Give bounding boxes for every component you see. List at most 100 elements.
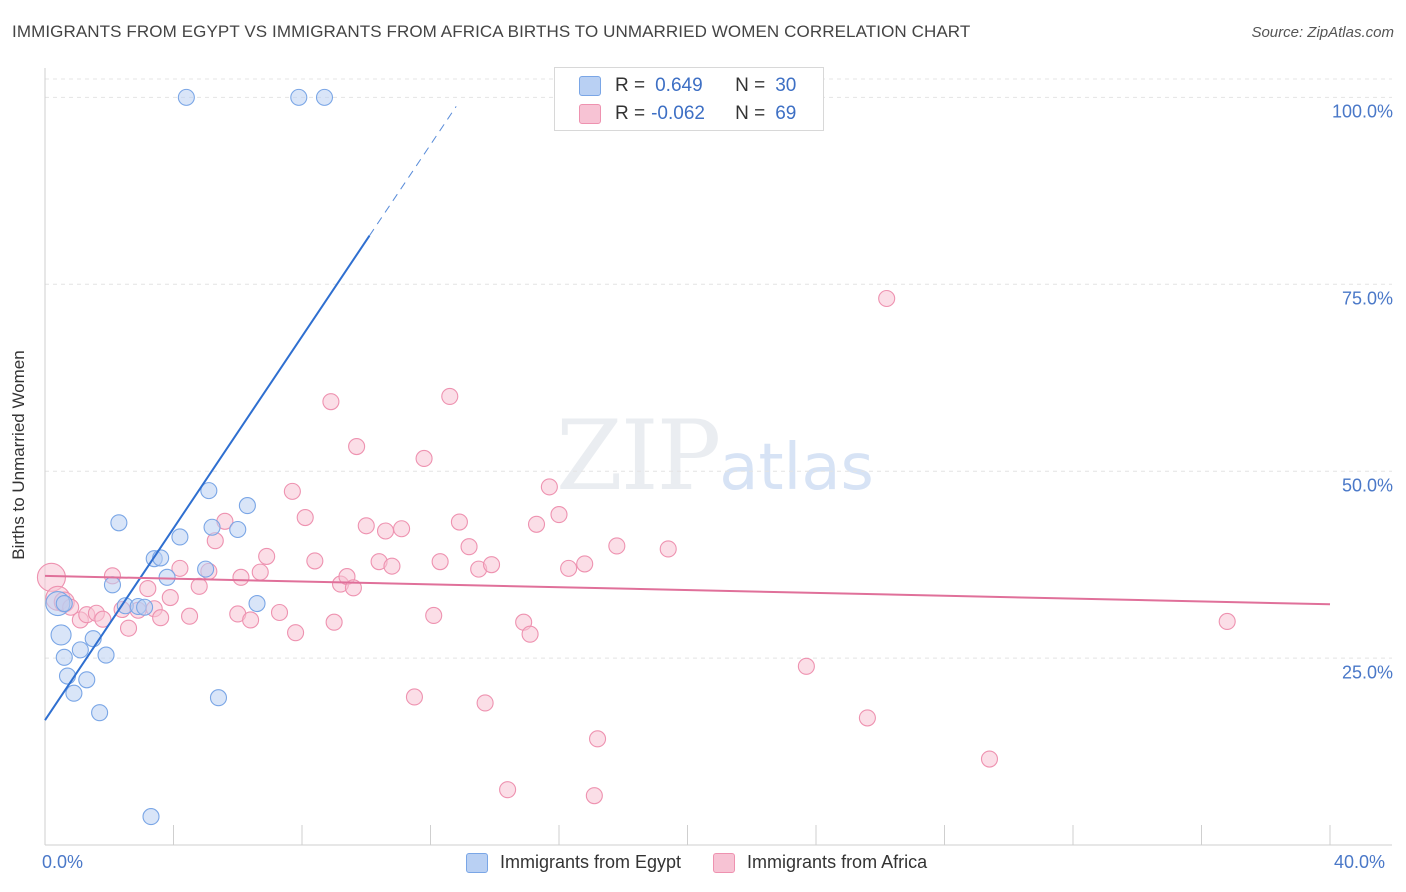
stats-r-label: R = (615, 75, 646, 96)
africa-point (251, 563, 269, 581)
africa-point (405, 688, 423, 706)
chart-title: IMMIGRANTS FROM EGYPT VS IMMIGRANTS FROM… (12, 22, 971, 41)
legend-item-africa[interactable]: Immigrants from Africa (713, 852, 927, 873)
chart-source: Source: ZipAtlas.com (1251, 24, 1394, 41)
watermark: ZIPatlas (556, 400, 874, 512)
stats-r-value: 0.649 (655, 75, 703, 96)
egypt-point (229, 520, 247, 539)
y-tick-label: 25.0% (1341, 662, 1393, 683)
watermark-zip: ZIP (556, 400, 721, 512)
africa-point (588, 730, 607, 748)
stats-r-value: -0.062 (651, 103, 705, 124)
africa-point (550, 506, 568, 524)
egypt-trend-line (44, 235, 371, 721)
africa-point (171, 559, 189, 577)
points-layer (36, 88, 1236, 826)
africa-point (325, 613, 343, 631)
africa-trend-line (44, 574, 1331, 606)
bottom-legend: Immigrants from Egypt Immigrants from Af… (466, 852, 959, 873)
egypt-point (203, 518, 221, 536)
africa-point (540, 478, 558, 496)
africa-point (161, 588, 179, 607)
egypt-point (200, 482, 218, 500)
egypt-point (58, 667, 77, 685)
egypt-point (152, 549, 170, 567)
egypt-point (315, 88, 334, 106)
africa-point (376, 522, 395, 540)
y-tick-label: 50.0% (1341, 475, 1393, 496)
africa-point (94, 610, 112, 628)
egypt-point (142, 808, 160, 826)
africa-point (797, 657, 815, 675)
africa-point (296, 508, 314, 527)
africa-point (431, 553, 449, 571)
egypt-point (97, 646, 115, 664)
africa-legend-swatch-icon (713, 852, 736, 873)
stats-legend-box: R = 0.649 N = 30 R = -0.062 N = 69 (554, 67, 824, 131)
africa-point (119, 619, 138, 637)
egypt-point (290, 88, 308, 106)
watermark-atlas: atlas (719, 431, 874, 505)
africa-point (383, 557, 401, 575)
africa-point (344, 579, 362, 597)
africa-point (287, 624, 305, 642)
egypt-point (91, 704, 109, 722)
egypt-point (158, 568, 176, 586)
africa-point (659, 540, 677, 558)
africa-point (1218, 612, 1236, 631)
africa-point (348, 437, 366, 456)
africa-point (258, 547, 276, 565)
axis-layer (44, 68, 1392, 846)
africa-point (585, 787, 603, 805)
egypt-point (248, 594, 266, 613)
stats-n-value: 69 (775, 103, 797, 124)
africa-point (425, 606, 443, 625)
egypt-legend-swatch-icon (466, 852, 488, 873)
africa-point (576, 555, 594, 573)
stats-row-egypt: R = 0.649 N = 30 (579, 73, 796, 99)
egypt-point (177, 88, 195, 106)
legend-item-egypt[interactable]: Immigrants from Egypt (466, 852, 681, 873)
egypt-point (197, 560, 215, 578)
egypt-point (55, 648, 73, 666)
africa-point (878, 289, 896, 308)
stats-row-africa: R = -0.062 N = 69 (579, 101, 796, 127)
africa-swatch-icon (579, 104, 601, 124)
africa-point (521, 625, 539, 643)
egypt-point (110, 514, 128, 532)
africa-point (858, 709, 876, 727)
africa-point (608, 537, 626, 555)
africa-point (152, 609, 170, 627)
africa-point (499, 781, 517, 799)
egypt-point (50, 624, 72, 646)
egypt-point (71, 641, 89, 659)
africa-point (357, 517, 375, 535)
x-tick-label-max: 40.0% (1334, 852, 1386, 872)
africa-point (482, 556, 501, 574)
x-tick-label-min: 0.0% (42, 852, 84, 872)
africa-point (476, 694, 494, 712)
egypt-point (136, 598, 154, 616)
africa-point (322, 393, 340, 411)
africa-point (139, 580, 157, 598)
africa-point (460, 538, 478, 556)
y-tick-label: 75.0% (1341, 288, 1393, 309)
africa-point (450, 513, 468, 531)
africa-point (270, 603, 289, 622)
egypt-point (209, 689, 228, 707)
y-tick-label: 100.0% (1331, 101, 1393, 122)
stats-n-label: N = (735, 75, 766, 96)
africa-point (232, 568, 250, 586)
egypt-point (103, 576, 122, 594)
africa-point (527, 515, 546, 533)
egypt-point (238, 497, 256, 515)
legend-label-africa: Immigrants from Africa (747, 852, 928, 872)
africa-point (415, 449, 433, 468)
africa-point (441, 387, 459, 405)
africa-point (190, 577, 208, 595)
africa-point (980, 750, 999, 768)
africa-point (393, 520, 411, 538)
egypt-point (65, 684, 83, 702)
egypt-point (78, 671, 96, 689)
